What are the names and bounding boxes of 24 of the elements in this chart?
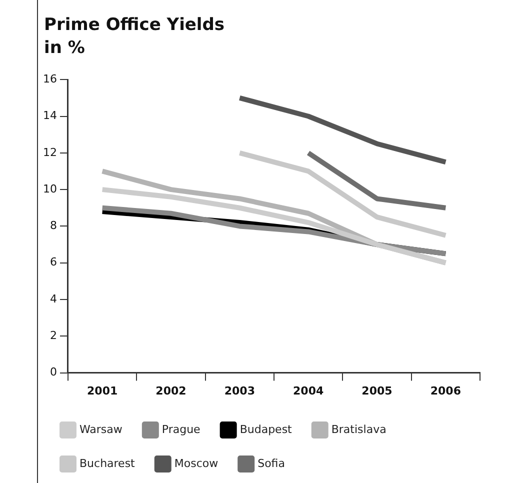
x-tick-label: 2004 xyxy=(293,384,324,398)
x-tick-label: 2002 xyxy=(156,384,186,398)
x-tick-label: 2003 xyxy=(224,384,255,398)
x-tick-label: 2006 xyxy=(430,384,462,398)
x-tick-label: 2001 xyxy=(87,384,118,398)
legend-label: Warsaw xyxy=(80,422,122,436)
x-tick-label: 2005 xyxy=(362,384,392,398)
y-tick-label: 8 xyxy=(50,219,57,232)
y-tick-label: 16 xyxy=(42,72,57,86)
y-tick-label: 14 xyxy=(42,109,57,122)
y-tick-label: 12 xyxy=(42,146,57,159)
legend-label: Sofia xyxy=(258,456,285,470)
chart-title: Prime Office Yields xyxy=(44,14,225,37)
chart-subtitle: in % xyxy=(44,37,86,60)
y-tick-label: 0 xyxy=(50,366,57,379)
legend-label: Prague xyxy=(162,422,201,436)
legend-label: Bratislava xyxy=(331,422,386,436)
y-tick-label: 6 xyxy=(50,256,57,269)
legend-label: Budapest xyxy=(240,422,293,436)
legend-label: Bucharest xyxy=(80,456,136,470)
legend-label: Moscow xyxy=(174,456,218,470)
y-tick-label: 4 xyxy=(50,292,57,306)
y-tick-label: 10 xyxy=(42,182,57,196)
y-tick-label: 2 xyxy=(50,329,57,342)
